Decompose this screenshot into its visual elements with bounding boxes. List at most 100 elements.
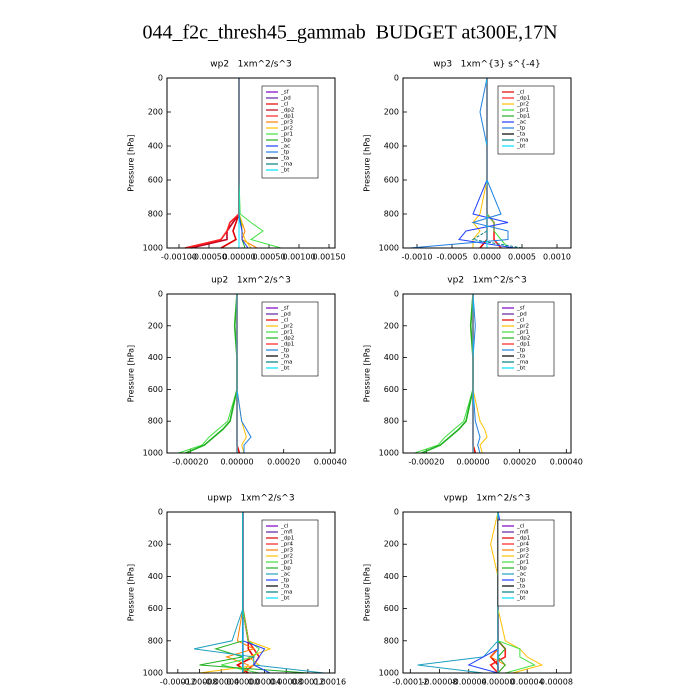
legend-label: _pr3 xyxy=(280,548,294,554)
y-tick-label: 400 xyxy=(148,572,163,581)
legend-label: _pr1 xyxy=(280,132,293,138)
x-tick-label: 0.00004 xyxy=(248,678,281,687)
y-tick-label: 400 xyxy=(384,353,399,362)
x-tick-label: 0.00000 xyxy=(481,678,514,687)
x-tick-label: 0.00008 xyxy=(270,678,303,687)
legend-label: _ta xyxy=(280,156,289,162)
legend-label: _ta xyxy=(516,132,525,138)
legend-label: _pr4 xyxy=(280,542,294,548)
profile-line xyxy=(421,293,474,454)
y-tick-label: 0 xyxy=(158,74,163,83)
plot-frame xyxy=(402,511,572,674)
legend-label: _cl xyxy=(516,318,525,324)
legend-label: _pr2 xyxy=(280,324,293,330)
legend-label: _cl xyxy=(280,524,289,530)
y-tick-label: 800 xyxy=(384,636,399,645)
legend-label: _bt xyxy=(516,144,526,150)
x-tick-label: -0.00100 xyxy=(161,253,197,262)
legend-label: _ma xyxy=(516,138,528,144)
legend-label: _bt xyxy=(516,596,526,602)
legend-label: _bp xyxy=(280,138,291,144)
y-tick-label: 1000 xyxy=(143,244,163,253)
legend-label: _ma xyxy=(280,162,292,168)
x-tick-label: 0.00000 xyxy=(456,458,489,467)
legend-label: _pr3 xyxy=(516,548,530,554)
legend-label: _ac xyxy=(516,572,526,578)
y-tick-label: 200 xyxy=(148,540,163,549)
y-tick-label: 0 xyxy=(158,508,163,517)
y-tick-label: 1000 xyxy=(379,669,399,678)
y-tick-label: 600 xyxy=(384,176,399,185)
y-tick-label: 800 xyxy=(384,417,399,426)
y-tick-label: 1000 xyxy=(379,244,399,253)
panel-title: up2 1xm^2/s^3 xyxy=(211,276,291,286)
x-tick-label: 0.00000 xyxy=(222,253,255,262)
x-tick-label: 0.0005 xyxy=(508,253,536,262)
legend-label: _pd xyxy=(516,312,527,318)
panel-title: vp2 1xm^2/s^3 xyxy=(447,276,526,286)
y-tick-label: 0 xyxy=(394,508,399,517)
y-tick-label: 200 xyxy=(384,108,399,117)
x-tick-label: -0.0010 xyxy=(402,253,433,262)
legend-label: _pr4 xyxy=(516,542,530,548)
y-tick-label: 600 xyxy=(384,385,399,394)
profile-line xyxy=(185,293,238,454)
legend-label: _bt xyxy=(280,596,290,602)
legend-label: _dp1 xyxy=(280,342,294,348)
plot-frame xyxy=(166,77,336,249)
panel-title: wp2 1xm^2/s^3 xyxy=(210,60,291,70)
legend-label: _dp1 xyxy=(280,536,294,542)
x-tick-label: 0.0010 xyxy=(543,253,571,262)
panel: upwp 1xm^2/s^3 Pressure [hPa] 0 200 400 600 80… xyxy=(127,494,347,687)
y-tick-label: 400 xyxy=(384,572,399,581)
plot-frame xyxy=(166,511,336,674)
y-tick-label: 1000 xyxy=(379,449,399,458)
y-axis-label: Pressure [hPa] xyxy=(127,345,136,402)
legend-label: _dp2 xyxy=(280,336,294,342)
y-axis-label: Pressure [hPa] xyxy=(363,345,372,402)
legend-label: _tp xyxy=(280,150,290,156)
legend-label: _dp1 xyxy=(516,342,530,348)
legend-label: _ta xyxy=(280,354,289,360)
legend-label: _tp xyxy=(516,126,526,132)
legend-label: _pr2 xyxy=(516,324,529,330)
figure-title: 044_f2c_thresh45_gammab BUDGET at300E,17… xyxy=(142,22,557,44)
x-tick-label: 0.00040 xyxy=(314,458,347,467)
panel-title: vpwp 1xm^2/s^3 xyxy=(444,494,531,504)
legend-label: _ac xyxy=(280,144,290,150)
legend-label: _tp xyxy=(516,348,526,354)
x-tick-label: 0.00012 xyxy=(291,678,324,687)
legend-label: _bt xyxy=(516,366,526,372)
y-tick-label: 200 xyxy=(384,321,399,330)
legend-label: _ma xyxy=(516,360,528,366)
legend-label: _bt xyxy=(280,168,290,174)
legend-label: _dp2 xyxy=(280,108,294,114)
x-tick-label: -0.00012 xyxy=(392,678,428,687)
legend-box xyxy=(261,85,319,179)
legend-label: _pr2 xyxy=(516,102,529,108)
legend-label: _dp1 xyxy=(280,114,294,120)
panel: up2 1xm^2/s^3 Pressure [hPa] 0 200 400 600 800… xyxy=(127,276,347,467)
legend-label: _dp1 xyxy=(516,96,530,102)
legend-label: _bp xyxy=(516,566,527,572)
x-tick-label: -0.00020 xyxy=(408,458,444,467)
legend-label: _tp xyxy=(280,578,290,584)
x-tick-label: 0.00040 xyxy=(550,458,583,467)
legend-label: _pr1 xyxy=(516,330,529,336)
panel-title: wp3 1xm^{3} s^{-4} xyxy=(433,60,540,70)
legend-label: _pr1 xyxy=(280,560,293,566)
y-tick-label: 600 xyxy=(148,176,163,185)
legend-label: _ta xyxy=(516,354,525,360)
legend-label: _bp1 xyxy=(516,114,530,120)
x-tick-label: 0.0000 xyxy=(473,253,501,262)
x-tick-label: -0.00008 xyxy=(422,678,458,687)
legend-label: _ma xyxy=(280,590,292,596)
y-tick-label: 600 xyxy=(148,604,163,613)
x-tick-label: -0.00004 xyxy=(451,678,487,687)
y-tick-label: 400 xyxy=(148,142,163,151)
y-tick-label: 800 xyxy=(384,210,399,219)
legend-label: _pd xyxy=(280,312,291,318)
profile-line xyxy=(409,77,509,249)
